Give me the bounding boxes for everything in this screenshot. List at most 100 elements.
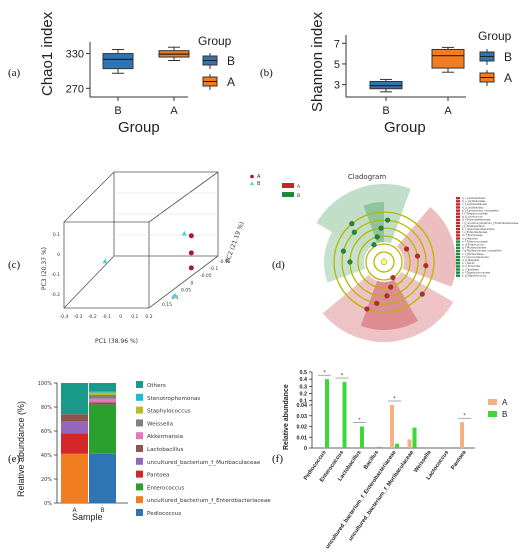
pb-x-tick-label: A: [444, 105, 452, 117]
abundance-significance-mark: *: [323, 370, 326, 376]
cladogram-feature-swatch: [456, 224, 460, 228]
panel-label-c: (c): [8, 259, 21, 271]
pcoa-z-label: PC2 (21.19 %): [224, 221, 245, 264]
pb-y-tick-label: 7: [334, 38, 340, 50]
abundance-y-tick-label: 0.03: [297, 414, 308, 420]
abundance-legend-label-A: A: [502, 398, 508, 407]
composition-legend-swatch-Weissella: [136, 419, 143, 427]
abundance-y-tick-label: 0.3: [300, 384, 308, 390]
cladogram-feature-swatch: [456, 200, 460, 203]
composition-y-tick-label: 0%: [44, 501, 52, 507]
pcoa-x-tick-label: -0.4: [60, 314, 69, 320]
composition-stacked-bar: 0% 20% 40% 60% 80% 100% A B Others Stenotrophom…: [16, 381, 271, 522]
cladogram-feature-label: j: p_Proteobacteria: [461, 225, 485, 228]
panel-label-f: (f): [272, 453, 283, 465]
cladogram-legend-swatch-A: [282, 183, 294, 188]
pcoa-point-A: [188, 265, 194, 271]
abundance-bar-A-Pantoea: [460, 422, 464, 448]
abundance-bar-B-uncultured_bacterium_f_Muribaculaceae: [412, 427, 417, 448]
composition-legend-swatch-Akkermansia: [136, 432, 143, 440]
cladogram-feature-swatch: [456, 221, 460, 225]
cladogram-feature-label: g: g_Lactococcus: [462, 216, 483, 219]
cladogram-node-A: [388, 284, 394, 290]
pcoa-y-label: PC3 (20.37 %): [41, 247, 48, 290]
cladogram-node-B: [371, 242, 377, 248]
composition-segment-Pediococcus: [89, 453, 116, 503]
cladogram-feature-label: f: f_Streptococcaceae: [462, 213, 488, 216]
cladogram-feature-swatch: [456, 209, 460, 212]
cladogram-node-B: [340, 248, 346, 254]
cladogram-feature-swatch: [456, 203, 460, 206]
composition-legend-swatch-Lactobacillus: [136, 445, 143, 452]
cladogram-node-A: [403, 246, 410, 252]
cladogram-title: Cladogram: [348, 173, 386, 181]
composition-segment-Stenotrophomonas: [89, 391, 116, 393]
composition-legend-swatch-Pantoea: [136, 470, 143, 478]
cladogram-sector-A: [322, 272, 454, 343]
chao1-x-label: Group: [118, 119, 160, 136]
shannon-x-label: Group: [384, 119, 426, 136]
cladogram-feature-swatch: [456, 206, 460, 209]
cladogram-feature-label: x: o_Bacillales: [462, 268, 480, 271]
pcoa-x-tick-label: 0.2: [145, 314, 152, 320]
abundance-y-tick-label: 0.2: [300, 392, 308, 398]
pb-legend-label-B: B: [504, 50, 512, 64]
pcoa-z-tick-label: 0: [191, 280, 194, 286]
pa-legend-label-B: B: [227, 54, 235, 68]
composition-x-label: Sample: [72, 512, 103, 522]
composition-legend-label-Stenotrophomonas: Stenotrophomonas: [147, 396, 200, 402]
pcoa-point-A: [188, 233, 194, 239]
abundance-y-tick-label: 0.02: [297, 425, 308, 431]
cladogram-legend-label-B: B: [297, 193, 300, 199]
cladogram-legend-swatch-B: [282, 192, 294, 197]
abundance-significance-mark: *: [358, 418, 361, 424]
cladogram-feature-swatch: [456, 249, 460, 253]
abundance-y-tick-label: 0: [304, 446, 307, 452]
cladogram-feature-label: i: g_unculture_bacterium_f_Enterobacteri…: [462, 222, 519, 225]
pb-x-tick-label: B: [382, 105, 389, 117]
shannon-y-label: Shannon index: [309, 11, 326, 112]
composition-y-tick-label: 40%: [41, 453, 52, 459]
pcoa-point-B: [172, 292, 178, 298]
cladogram-node-A: [419, 291, 425, 297]
pcoa-x-label: PC1 (38.96 %): [95, 338, 138, 345]
pcoa-z-tick-label: 0.15: [162, 302, 172, 308]
cladogram-ring: [365, 243, 403, 281]
abundance-y-tick-label: 0.04: [297, 403, 308, 409]
composition-legend-swatch-uncultured_bacterium_f_Enterobacteriaceae: [136, 496, 143, 504]
composition-legend-swatch-Staphylococcus: [136, 406, 143, 414]
composition-legend-label-Akkermansia: Akkermansia: [147, 434, 183, 440]
composition-x-tick-label: A: [72, 507, 77, 514]
pcoa-y-tick-label: 0.1: [53, 232, 60, 238]
pcoa-legend-label-B: B: [257, 181, 261, 187]
cladogram-node-B: [385, 217, 391, 223]
pb-box-A: [431, 48, 465, 69]
pcoa-x-tick-label: -0.1: [102, 314, 111, 320]
composition-legend-swatch-Enterococcus: [136, 483, 143, 491]
composition-segment-Lactobacillus: [89, 402, 116, 405]
composition-y-tick-label: 60%: [41, 429, 52, 435]
composition-legend-label-Enterococcus: Enterococcus: [147, 485, 185, 491]
cladogram-feature-swatch: [456, 212, 460, 215]
abundance-bar-B-Pediococcus: [325, 379, 329, 448]
pcoa-y-tick-label: 0: [57, 252, 60, 258]
abundance-y-tick-label: 0.01: [297, 435, 308, 441]
abundance-legend-swatch-B: [488, 411, 497, 417]
cladogram-feature-label: a: c_Lactobacillales: [462, 197, 486, 200]
composition-legend-label-Staphylococcus: Staphylococcus: [147, 409, 191, 415]
abundance-x-tick-label: Bacillus: [363, 450, 380, 471]
composition-legend-label-Others: Others: [147, 383, 166, 389]
cladogram-feature-swatch: [456, 255, 460, 259]
composition-legend-label-uncultured_bacterium_f_Muribaculaceae: uncultured_bacterium_f_Muribaculaceae: [147, 460, 261, 466]
composition-segment-uncultured_bacterium_f_Enterobacteriaceae: [61, 453, 88, 503]
abundance-bar-B-Lactobacillus: [360, 426, 364, 448]
composition-segment-Others: [89, 383, 116, 392]
cladogram-sector-A: [360, 279, 418, 331]
cladogram-feature-swatch: [456, 197, 460, 200]
cladogram-feature-label: n: g_Pantoea: [462, 237, 478, 240]
chao1-legend-title: Group: [198, 34, 232, 48]
pcoa-x-tick-label: -0.2: [88, 314, 97, 320]
pa-legend-label-A: A: [227, 75, 235, 89]
cladogram-feature-label: c: f_Lactobacillaceae: [462, 203, 487, 206]
cladogram-feature-swatch: [456, 265, 460, 268]
